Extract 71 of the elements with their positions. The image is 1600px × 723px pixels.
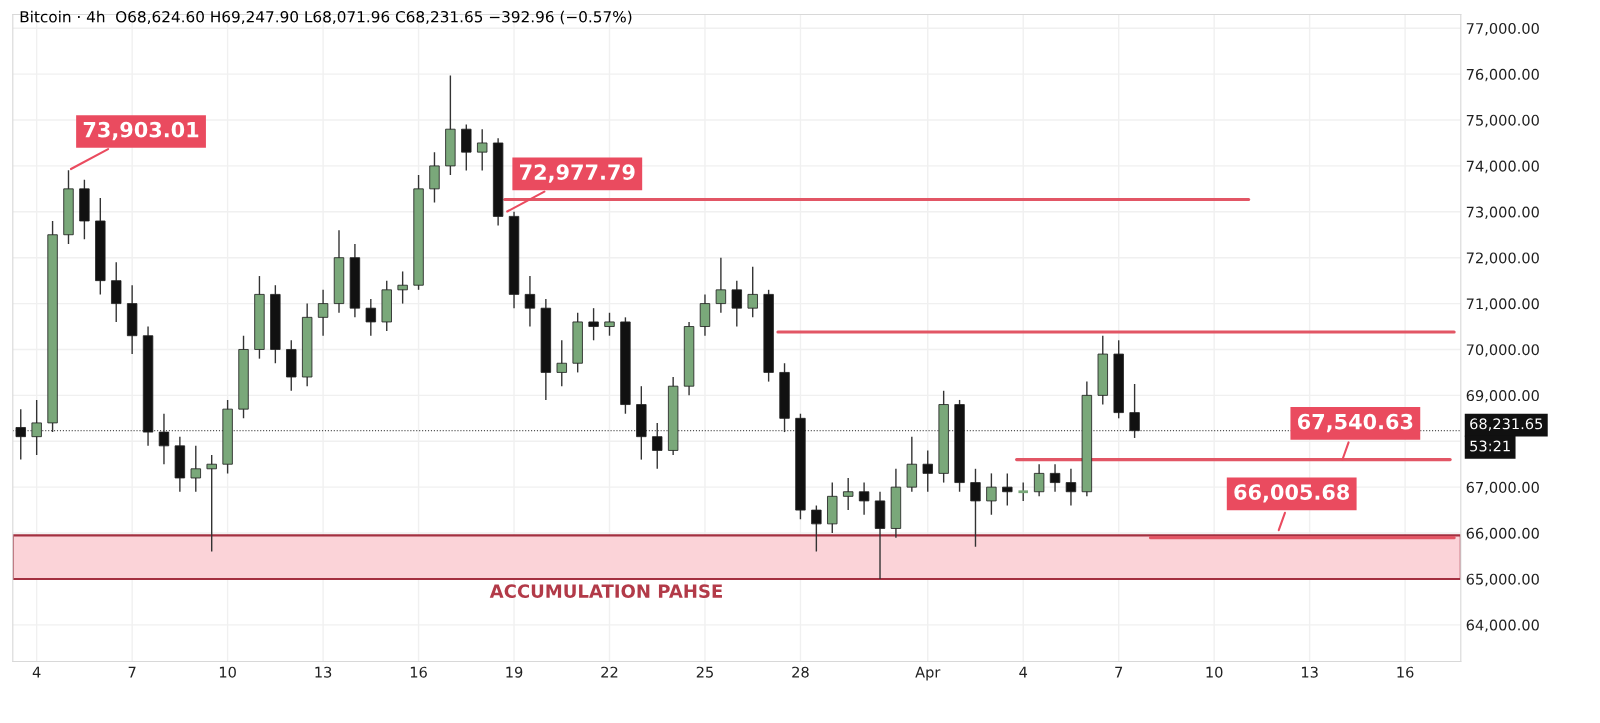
candlestick — [206, 454, 217, 553]
candlestick — [1002, 472, 1013, 507]
x-tick-label: 25 — [696, 666, 713, 678]
candlestick — [190, 445, 201, 493]
candlestick — [1017, 481, 1030, 502]
annotation: 67,540.63 — [1297, 413, 1413, 433]
x-tick-label: 10 — [219, 666, 236, 678]
chart-title: Bitcoin · 4h — [20, 10, 105, 23]
ref-line-label: 68,231.65 — [1470, 418, 1543, 431]
y-tick-label: 73,000.00 — [1466, 206, 1539, 220]
candlestick — [477, 128, 488, 172]
x-tick-label: 28 — [792, 666, 809, 678]
x-tick-label: 19 — [506, 666, 523, 678]
x-tick-label: Apr — [915, 666, 941, 681]
candlestick — [365, 298, 377, 337]
y-tick-label: 76,000.00 — [1466, 68, 1539, 82]
y-tick-label: 65,000.00 — [1466, 573, 1539, 587]
candlestick — [747, 266, 758, 319]
candlestick — [652, 422, 663, 470]
candlestick — [858, 481, 870, 516]
candlestick — [699, 293, 711, 337]
candlestick — [604, 312, 615, 337]
x-tick-label: 7 — [128, 666, 136, 678]
y-tick-label: 69,000.00 — [1466, 390, 1539, 403]
y-tick-label: 71,000.00 — [1466, 298, 1539, 311]
band-label: ACCUMULATION PAHSE — [489, 584, 722, 598]
x-tick-label: 22 — [601, 666, 618, 678]
candlestick — [429, 151, 440, 204]
candlestick — [986, 472, 997, 516]
y-tick-label: 64,000.00 — [1466, 619, 1539, 633]
x-tick-label: 16 — [1397, 666, 1414, 678]
x-tick-label: 10 — [1206, 666, 1223, 678]
annotation: 73,903.01 — [83, 121, 199, 141]
y-tick-label: 67,000.00 — [1466, 481, 1539, 495]
y-tick-label: 74,000.00 — [1466, 160, 1539, 174]
y-tick-label: 66,000.00 — [1466, 527, 1539, 541]
candlestick — [588, 307, 599, 341]
x-tick-label: 4 — [32, 666, 41, 678]
candlestick — [1033, 463, 1045, 498]
candlestick — [1065, 468, 1077, 507]
annotation: O68,624.60 H69,247.90 L68,071.96 C68,231.65 −392.96 (−0.57%) — [116, 10, 632, 25]
y-tick-label: 75,000.00 — [1466, 114, 1539, 128]
candlestick — [556, 339, 567, 387]
x-tick-label: 13 — [315, 666, 332, 678]
y-tick-label: 77,000.00 — [1466, 22, 1539, 36]
candlestick — [524, 275, 536, 328]
candlestick — [317, 289, 329, 337]
candlestick — [15, 408, 26, 461]
candlestick — [461, 123, 472, 172]
candlestick — [922, 449, 933, 493]
candlestick — [1129, 383, 1140, 439]
annotation: 72,977.79 — [520, 164, 635, 183]
candlestick — [397, 270, 408, 305]
text: 53:21 — [1470, 440, 1510, 452]
candlestick — [731, 279, 742, 328]
candlestick — [970, 468, 981, 548]
annotation: 66,005.68 — [1234, 484, 1350, 503]
x-tick-label: 4 — [1019, 666, 1028, 678]
candlestick — [1049, 463, 1061, 493]
y-tick-label: 70,000.00 — [1466, 344, 1539, 357]
candlestick — [715, 256, 727, 314]
candlestick — [31, 399, 42, 456]
candlestick — [842, 477, 854, 511]
x-tick-label: 16 — [410, 666, 427, 678]
candlestick — [111, 261, 122, 323]
candlestick — [906, 435, 918, 493]
candlestick — [158, 413, 170, 465]
candlestick — [811, 504, 822, 553]
x-tick-label: 7 — [1115, 666, 1123, 678]
x-tick-label: 13 — [1301, 666, 1318, 678]
y-tick-label: 72,000.00 — [1466, 252, 1539, 265]
